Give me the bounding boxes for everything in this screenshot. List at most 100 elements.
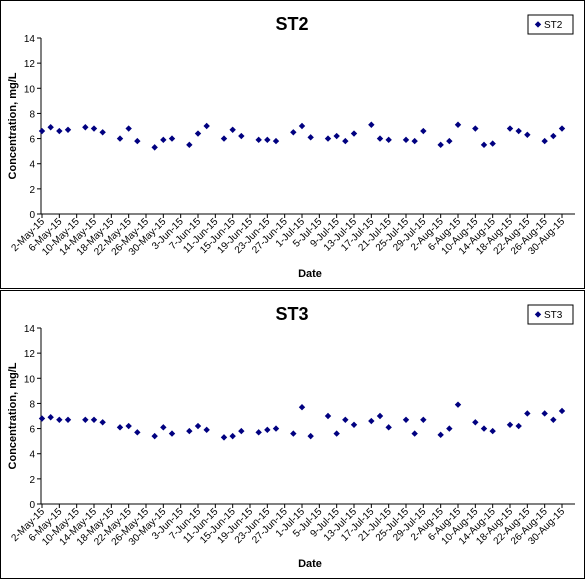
data-point (90, 125, 98, 132)
data-point (402, 416, 410, 423)
data-point (186, 427, 193, 435)
data-point (506, 421, 514, 428)
data-point (238, 132, 245, 140)
legend-label: ST2 (544, 20, 563, 31)
data-point (238, 427, 245, 435)
y-axis-title: Concentration, mg/L (7, 362, 19, 469)
data-point (385, 136, 392, 144)
y-tick-label: 2 (29, 475, 35, 486)
data-point (203, 122, 210, 130)
x-axis-title: Date (298, 558, 322, 570)
data-point (420, 127, 427, 135)
y-tick-label: 6 (29, 135, 35, 146)
data-point (255, 136, 262, 144)
data-point (264, 426, 271, 434)
data-point (168, 135, 176, 142)
y-tick-label: 0 (29, 500, 35, 511)
data-point (64, 126, 72, 133)
data-point (333, 430, 340, 437)
data-point (350, 130, 358, 137)
data-point (402, 136, 410, 144)
data-point (437, 431, 444, 439)
data-point (99, 129, 106, 136)
data-point (220, 135, 228, 142)
data-point (151, 144, 158, 151)
data-point (350, 421, 358, 428)
data-point (541, 137, 548, 145)
y-tick-label: 10 (24, 374, 36, 385)
y-tick-label: 2 (29, 185, 35, 196)
data-point (472, 419, 479, 426)
data-point (541, 410, 548, 417)
data-point (90, 416, 98, 423)
data-point (515, 422, 522, 430)
y-tick-label: 12 (24, 59, 36, 70)
data-point (116, 135, 124, 142)
data-point (272, 137, 280, 145)
data-point (47, 414, 54, 421)
y-tick-label: 0 (29, 210, 35, 221)
data-point (480, 425, 488, 432)
data-point (290, 430, 297, 437)
legend-marker (534, 311, 542, 318)
legend: ST3 (527, 304, 574, 325)
data-point (264, 136, 271, 144)
y-tick-label: 12 (24, 349, 36, 360)
legend-marker (534, 21, 542, 28)
data-point (524, 131, 531, 138)
data-point (550, 132, 557, 140)
data-point (38, 415, 46, 422)
data-point (324, 412, 332, 420)
data-point (125, 125, 132, 132)
data-point (134, 429, 141, 436)
data-point (342, 137, 349, 145)
data-point (506, 125, 514, 132)
data-point (420, 416, 427, 423)
data-point (411, 430, 418, 437)
data-point (368, 121, 375, 128)
data-point (368, 417, 375, 425)
y-tick-label: 14 (24, 34, 36, 45)
data-point (489, 427, 496, 435)
legend-box (527, 304, 574, 325)
data-point (454, 401, 462, 408)
data-point (229, 432, 236, 440)
data-point (82, 124, 89, 131)
data-point (376, 135, 384, 142)
legend-label: ST3 (544, 310, 563, 321)
data-point (342, 416, 349, 423)
data-point (524, 410, 531, 417)
chart-panel-st2: ST2 0 2 4 6 8 10 12 14 Concentration, mg/L 2-May-1… (0, 0, 585, 289)
data-point (324, 135, 332, 142)
data-point (99, 419, 106, 426)
data-point (515, 127, 522, 135)
data-point (446, 425, 453, 432)
data-point (298, 122, 306, 130)
data-point (47, 124, 54, 131)
y-tick-label: 8 (29, 109, 35, 120)
data-point (186, 141, 193, 149)
y-tick-label: 10 (24, 84, 36, 95)
data-point (134, 137, 141, 145)
chart-panel-st3: ST3 0 2 4 6 8 10 12 14 Concentration, mg/L 2-May-1… (0, 290, 585, 579)
chart-title: ST3 (275, 304, 308, 324)
y-tick-label: 6 (29, 425, 35, 436)
data-point (151, 432, 158, 440)
data-point (272, 425, 280, 432)
y-tick-label: 8 (29, 399, 35, 410)
data-point (307, 134, 314, 141)
data-point (472, 125, 479, 132)
data-point (64, 416, 72, 423)
legend-box (527, 14, 574, 35)
legend: ST2 (527, 14, 574, 35)
y-axis-title: Concentration, mg/L (7, 72, 19, 179)
data-point (194, 130, 202, 137)
data-point (437, 141, 444, 149)
data-point (290, 129, 297, 136)
x-axis-title: Date (298, 268, 322, 280)
data-point (411, 137, 418, 145)
data-point (168, 430, 176, 437)
data-point (376, 412, 384, 420)
